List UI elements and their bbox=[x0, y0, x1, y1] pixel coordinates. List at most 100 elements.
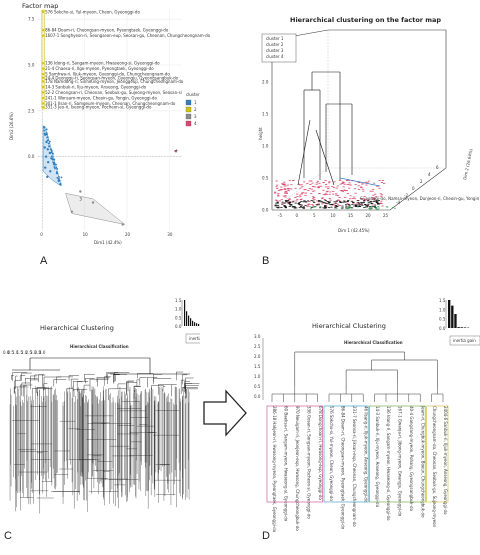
cluster-2-point bbox=[290, 189, 292, 190]
point-label: 21-4 Chaesa-ri, Ilgo-myeon, Pyeongtaek, … bbox=[45, 66, 154, 71]
cluster-1-point bbox=[325, 200, 327, 201]
cluster-2-point bbox=[331, 186, 333, 187]
cluster-1-point bbox=[281, 204, 283, 205]
cluster-1-point bbox=[361, 205, 363, 206]
legend-swatch bbox=[186, 100, 191, 105]
inertia-tick: 0.5 bbox=[439, 317, 446, 322]
cluster-2-point bbox=[358, 189, 360, 190]
cluster-2-point bbox=[294, 188, 296, 189]
cluster-4-branch bbox=[340, 178, 380, 186]
arrow-icon bbox=[202, 388, 248, 443]
cluster-2-point bbox=[327, 191, 329, 192]
chart-title: Hierarchical Clustering bbox=[312, 322, 386, 330]
cluster-3-point bbox=[373, 207, 375, 208]
cluster-1-point bbox=[355, 204, 357, 205]
cluster-1-point bbox=[330, 207, 332, 208]
cluster-2-point bbox=[373, 183, 375, 184]
cluster-1-point bbox=[357, 202, 359, 203]
cluster-1-point bbox=[360, 203, 362, 204]
cluster-2-point bbox=[316, 184, 318, 185]
cluster-2-point bbox=[293, 201, 295, 202]
x-tick-label: 20 bbox=[366, 213, 372, 218]
cluster-2-point bbox=[284, 192, 286, 193]
point-label: 1607-1 Songhyeon-ri, Seongseon-eup, Seos… bbox=[45, 33, 211, 38]
cluster-2-point bbox=[276, 185, 278, 186]
cluster-2-point bbox=[299, 188, 301, 189]
cluster-1-point bbox=[307, 200, 309, 201]
cluster-3-point bbox=[336, 208, 338, 209]
cluster-1-point bbox=[276, 203, 278, 204]
cluster-2-point bbox=[310, 181, 312, 182]
data-point bbox=[56, 177, 58, 179]
inertia-tick: 1.0 bbox=[175, 307, 182, 312]
cluster-2-point bbox=[350, 185, 352, 186]
cluster-2-point bbox=[362, 183, 364, 184]
cluster-2-point bbox=[330, 200, 332, 201]
cluster-2-point bbox=[285, 197, 287, 198]
inertia-tick: 1.5 bbox=[439, 298, 446, 303]
y-tick-label: 5.0 bbox=[28, 63, 35, 68]
y-tick-label: 0.5 bbox=[262, 176, 269, 181]
cluster-2-point bbox=[318, 187, 320, 188]
point-label: 52-2 Cheongsan-ri, Cheonan, Seobuk-gu, S… bbox=[45, 90, 182, 95]
cluster-3-point bbox=[310, 208, 312, 209]
cluster-1-point bbox=[316, 204, 318, 205]
inertia-tick: 1.5 bbox=[175, 298, 182, 303]
panel-b: Hierarchical clustering on the factor ma… bbox=[240, 0, 480, 270]
cluster-2-point bbox=[282, 184, 284, 185]
cluster-2-point bbox=[350, 195, 352, 196]
data-point bbox=[44, 130, 46, 132]
cluster-1-point bbox=[342, 208, 344, 209]
cluster-2-point bbox=[299, 196, 301, 197]
data-point bbox=[50, 151, 52, 153]
cluster-1-point bbox=[352, 202, 354, 203]
data-point bbox=[52, 153, 54, 155]
cluster-3-point bbox=[365, 206, 367, 207]
cluster-2-point bbox=[276, 181, 278, 182]
y-tick-label: 7.5 bbox=[28, 17, 35, 22]
cluster-1-point bbox=[277, 202, 279, 203]
z-tick-label: 0 bbox=[412, 186, 415, 191]
cluster-1-point bbox=[322, 202, 324, 203]
data-point bbox=[42, 80, 44, 82]
data-point bbox=[42, 73, 44, 75]
x-axis-label: Dim 1 (42.45%) bbox=[338, 228, 370, 233]
z-tick-label: 6 bbox=[436, 165, 439, 170]
cluster-2-point bbox=[378, 188, 380, 189]
data-point bbox=[50, 157, 52, 159]
cluster-1-point bbox=[288, 203, 290, 204]
cluster-1-point bbox=[328, 202, 330, 203]
data-point bbox=[42, 77, 44, 79]
cluster-1-point bbox=[277, 205, 279, 206]
cluster-2-point bbox=[285, 186, 287, 187]
data-point bbox=[122, 223, 124, 225]
inertia-bar bbox=[188, 316, 189, 326]
leaf-label: 231-7 Seonsa-ri, Jiksan-eup, Cheonan, Ch… bbox=[352, 406, 357, 527]
cluster-2-point bbox=[333, 181, 335, 182]
cluster-2-point bbox=[348, 182, 350, 183]
cluster-2-point bbox=[332, 191, 334, 192]
inertia-bar bbox=[464, 327, 466, 328]
cluster-2-point bbox=[358, 185, 360, 186]
cluster-2-point bbox=[275, 186, 277, 187]
cluster-1-point bbox=[368, 202, 370, 203]
data-point bbox=[51, 155, 53, 157]
y-tick-label: 3.0 bbox=[254, 334, 261, 339]
cluster-1-point bbox=[333, 201, 335, 202]
y-tick-label: 1.0 bbox=[254, 374, 261, 379]
cluster-1-point bbox=[366, 205, 368, 206]
inertia-bar bbox=[448, 300, 450, 328]
cluster-3-point bbox=[375, 207, 377, 208]
x-tick-label: 0 bbox=[40, 232, 43, 237]
legend-label: 2 bbox=[194, 107, 197, 112]
cluster-3-point bbox=[357, 207, 359, 208]
cluster-2-point bbox=[383, 183, 385, 184]
cluster-2-point bbox=[317, 181, 319, 182]
cluster-2-point bbox=[381, 206, 383, 207]
cluster-2-point bbox=[327, 188, 329, 189]
cluster-2-point bbox=[306, 206, 308, 207]
cluster-2-point bbox=[276, 188, 278, 189]
inertia-legend-label: inertia gain bbox=[189, 336, 200, 341]
